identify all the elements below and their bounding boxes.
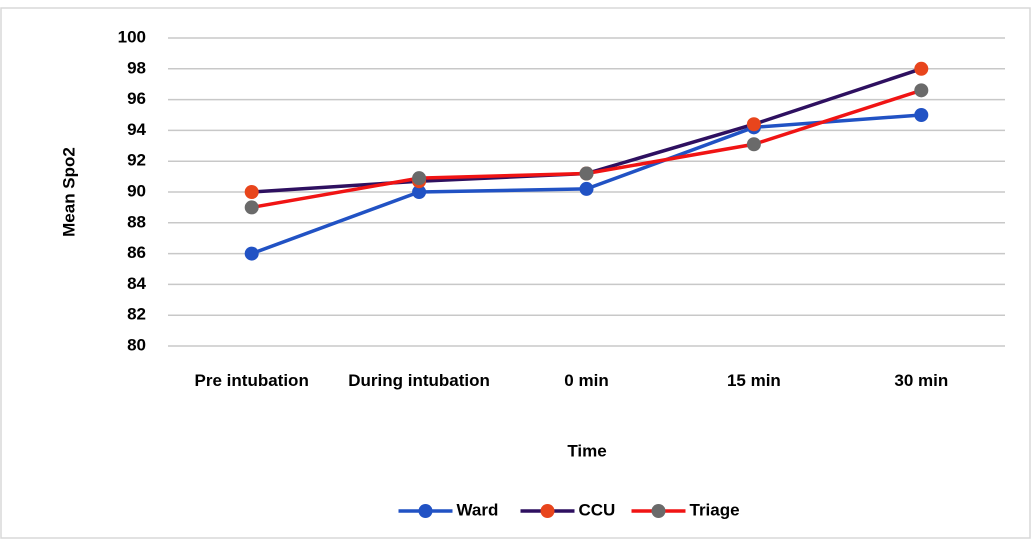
x-tick-label: 30 min — [894, 371, 949, 390]
data-point — [244, 246, 259, 261]
data-point — [579, 181, 594, 196]
y-axis-title: Mean Spo2 — [59, 147, 78, 237]
legend-marker — [418, 504, 433, 518]
x-tick-label: Pre intubation — [194, 371, 309, 390]
x-tick-label: 15 min — [726, 371, 781, 390]
legend-marker — [540, 504, 555, 518]
data-point — [412, 185, 427, 199]
data-point — [746, 117, 761, 132]
x-tick-label: During intubation — [348, 371, 490, 390]
data-point — [914, 108, 929, 122]
legend-marker — [651, 504, 666, 518]
y-tick-label: 80 — [127, 335, 146, 354]
y-tick-label: 82 — [127, 305, 146, 324]
y-tick-label: 90 — [127, 181, 146, 200]
data-point — [412, 171, 427, 186]
legend-label: Ward — [457, 500, 499, 519]
data-point — [746, 137, 761, 152]
y-tick-label: 94 — [127, 120, 146, 139]
data-point — [579, 166, 594, 181]
data-point — [244, 185, 259, 199]
y-tick-label: 88 — [127, 212, 146, 231]
data-point — [914, 83, 929, 98]
y-tick-label: 92 — [127, 151, 146, 170]
data-point — [914, 61, 929, 76]
y-tick-label: 86 — [127, 243, 146, 262]
y-tick-label: 84 — [127, 274, 146, 293]
x-axis-title: Time — [567, 441, 606, 460]
legend-label: Triage — [690, 500, 740, 519]
legend-label: CCU — [579, 500, 616, 519]
y-tick-label: 100 — [118, 27, 146, 46]
y-tick-label: 98 — [127, 58, 146, 77]
data-point — [244, 200, 259, 215]
x-tick-label: 0 min — [564, 371, 609, 390]
y-tick-label: 96 — [127, 89, 146, 108]
chart-border — [0, 7, 1031, 539]
